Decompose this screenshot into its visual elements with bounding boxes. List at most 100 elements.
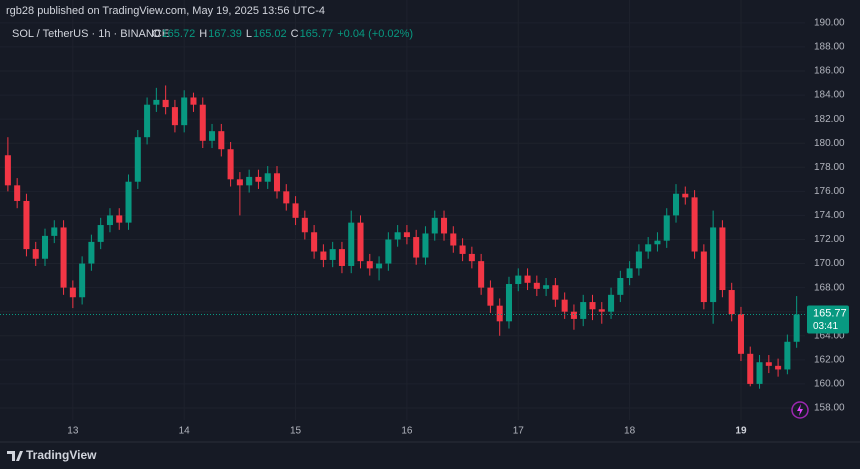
candle	[589, 294, 596, 321]
y-tick-label: 158.00	[814, 403, 845, 414]
candle	[700, 244, 707, 310]
candle	[311, 225, 318, 259]
candle	[515, 268, 522, 292]
candle-body	[478, 261, 485, 288]
candle	[663, 208, 670, 248]
candle	[357, 215, 364, 269]
candle	[422, 226, 429, 265]
alert-icon[interactable]	[791, 401, 809, 419]
candle	[784, 334, 791, 375]
y-tick-label: 164.00	[814, 330, 845, 341]
last-price-label: 165.77	[813, 307, 847, 319]
candle-body	[283, 191, 290, 204]
candle-body	[608, 294, 615, 312]
candle	[793, 296, 800, 348]
candle-body	[580, 302, 587, 319]
candle	[273, 166, 281, 199]
candle-body	[134, 137, 141, 182]
candle-body	[728, 290, 735, 315]
candle-body	[273, 173, 281, 192]
ohlc-key: L	[246, 28, 252, 40]
candle-body	[311, 232, 318, 252]
candle-body	[403, 232, 410, 238]
y-tick-label: 190.00	[814, 18, 845, 29]
candle	[468, 246, 475, 269]
candle	[645, 237, 652, 259]
candle	[264, 166, 271, 189]
candle	[209, 123, 216, 149]
alert-circle[interactable]	[791, 401, 809, 419]
candle	[431, 210, 438, 241]
candle-body	[23, 200, 30, 250]
candle-body	[236, 179, 243, 186]
candle	[125, 174, 132, 230]
ohlc-change: +0.04 (+0.02%)	[337, 28, 413, 40]
candle-body	[14, 185, 21, 201]
y-tick-label: 178.00	[814, 162, 845, 173]
candle-body	[645, 244, 652, 252]
last-price-tag	[807, 305, 849, 334]
candle-body	[301, 217, 308, 233]
y-tick-label: 188.00	[814, 42, 845, 53]
candle	[338, 241, 345, 274]
candle	[301, 210, 308, 240]
candle	[116, 208, 123, 230]
candle-body	[496, 305, 503, 322]
candle	[719, 220, 726, 298]
candle-body	[765, 362, 772, 366]
candle-body	[190, 97, 197, 105]
candle-body	[79, 263, 86, 298]
candle	[218, 123, 225, 157]
alert-bolt[interactable]	[797, 404, 803, 416]
candle	[496, 298, 503, 336]
candle	[329, 241, 336, 268]
x-tick-label: 16	[401, 426, 413, 437]
candle-body	[654, 240, 661, 245]
x-tick-label: 15	[290, 426, 302, 437]
candle-body	[51, 227, 58, 236]
candle-body	[719, 227, 726, 291]
candle-body	[635, 251, 642, 269]
candle-body	[450, 233, 457, 246]
candle-body	[747, 353, 754, 384]
candle-body	[162, 99, 169, 108]
candle	[533, 275, 540, 297]
candle	[543, 277, 550, 297]
candle	[487, 280, 494, 313]
candle-body	[329, 249, 336, 260]
candle-body	[784, 341, 791, 370]
candle	[236, 172, 243, 216]
candle	[246, 169, 253, 193]
candle	[171, 99, 178, 133]
y-tick-label: 170.00	[814, 258, 845, 269]
candle-body	[617, 277, 624, 295]
logo: TradingView	[7, 448, 97, 462]
candle-body	[570, 311, 577, 319]
candle-body	[227, 149, 234, 180]
candle-body	[589, 302, 596, 310]
candle-body	[292, 203, 299, 218]
candle-body	[394, 232, 401, 240]
candle-body	[106, 215, 113, 226]
candle-body	[793, 314, 800, 342]
candle	[524, 268, 531, 291]
candle-body	[524, 275, 531, 283]
candle	[385, 232, 392, 271]
candle	[162, 85, 169, 115]
candle-body	[543, 285, 550, 289]
y-tick-label: 184.00	[814, 90, 845, 101]
candle-body	[338, 249, 345, 266]
ohlc-value: 165.02	[253, 28, 287, 40]
candle-body	[366, 261, 373, 269]
x-tick-label: 18	[624, 426, 636, 437]
candle-body	[441, 217, 448, 234]
candle	[106, 208, 113, 233]
candle	[403, 225, 410, 245]
candle-body	[348, 222, 355, 266]
candle	[598, 302, 605, 324]
y-tick-label: 168.00	[814, 282, 845, 293]
candle-body	[125, 181, 132, 223]
candle	[23, 193, 30, 257]
candle-body	[413, 237, 420, 258]
